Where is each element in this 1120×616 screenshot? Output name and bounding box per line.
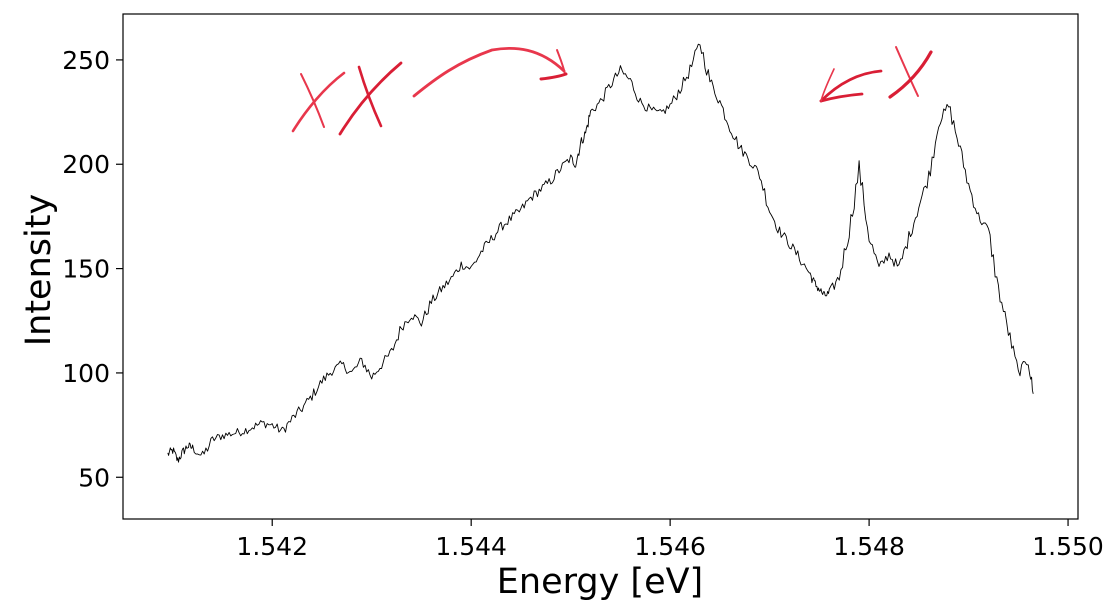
annotation-x-mark-3a bbox=[895, 46, 919, 97]
x-tick-label: 1.544 bbox=[435, 532, 507, 561]
y-tick-label: 200 bbox=[62, 150, 110, 179]
y-axis-ticks: 50 100 150 200 250 bbox=[62, 46, 123, 492]
y-tick-label: 250 bbox=[62, 46, 110, 75]
y-tick-label: 150 bbox=[62, 255, 110, 284]
annotation-x-mark-2a bbox=[357, 65, 383, 128]
x-axis-title: Energy [eV] bbox=[497, 562, 703, 602]
annotation-x-mark-1a bbox=[300, 73, 325, 128]
handwritten-annotations bbox=[291, 46, 933, 136]
annotation-arrow-right-upper bbox=[819, 69, 883, 103]
x-tick-label: 1.548 bbox=[833, 532, 905, 561]
annotation-arrow-left-head-b bbox=[539, 72, 568, 81]
y-tick-label: 100 bbox=[62, 359, 110, 388]
x-tick-label: 1.546 bbox=[634, 532, 706, 561]
annotation-arrow-left-head-a bbox=[556, 49, 566, 75]
spectrum-series-line bbox=[167, 43, 1034, 463]
plot-area-frame bbox=[122, 13, 1079, 520]
x-axis-ticks: 1.542 1.544 1.546 1.548 1.550 bbox=[236, 519, 1104, 561]
annotation-x-mark-1b bbox=[291, 71, 346, 133]
annotation-arrow-right-head bbox=[820, 68, 835, 102]
x-tick-label: 1.550 bbox=[1032, 532, 1104, 561]
series-group bbox=[167, 43, 1034, 463]
annotation-x-mark-2b bbox=[338, 61, 403, 136]
y-axis-title: Intensity bbox=[19, 194, 59, 346]
annotation-arrow-left-curve bbox=[412, 47, 566, 98]
annotation-x-mark-3b bbox=[888, 50, 933, 99]
y-tick-label: 50 bbox=[78, 463, 110, 492]
annotation-arrow-right-lower bbox=[819, 92, 864, 103]
x-tick-label: 1.542 bbox=[236, 532, 308, 561]
